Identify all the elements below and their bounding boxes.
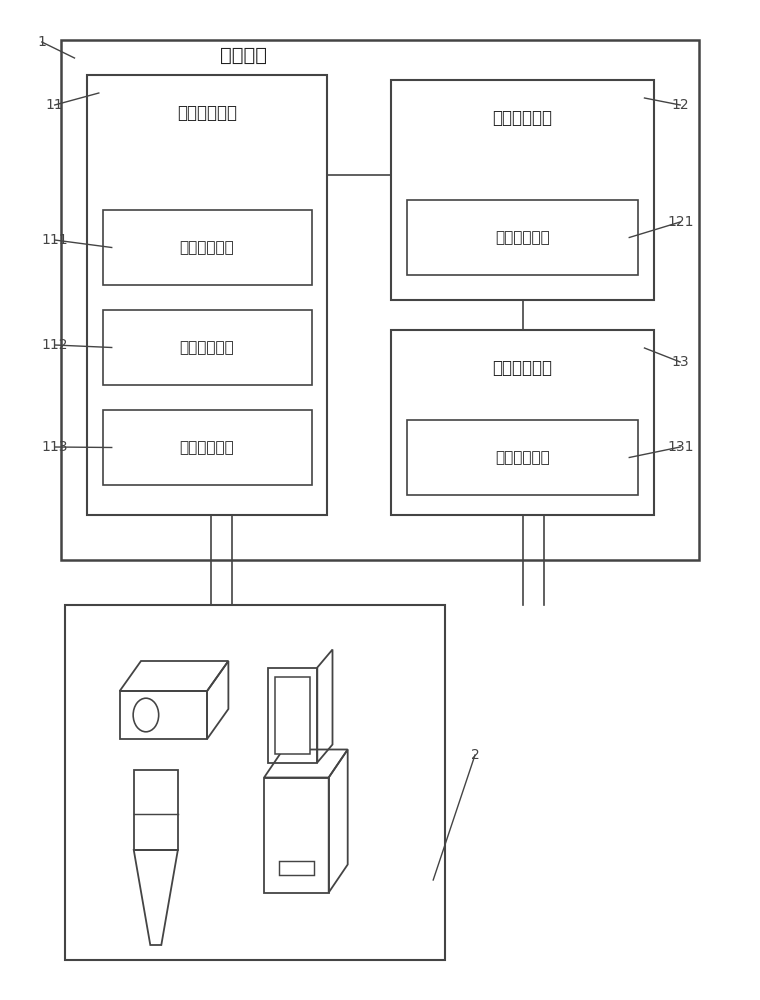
Bar	[275, 676, 310, 754]
Text: 设备操控模块: 设备操控模块	[492, 359, 553, 377]
Bar	[103, 410, 312, 485]
Text: 13: 13	[671, 355, 689, 369]
Text: 113: 113	[42, 440, 68, 454]
Bar	[391, 330, 654, 515]
Bar	[279, 861, 314, 875]
Text: 131: 131	[667, 440, 693, 454]
Text: 1: 1	[37, 35, 46, 49]
Bar	[103, 210, 312, 285]
Bar	[103, 310, 312, 385]
Text: 问题排查模块: 问题排查模块	[492, 109, 553, 127]
Text: 设备操控单元: 设备操控单元	[495, 450, 550, 465]
Text: 12: 12	[671, 98, 689, 112]
Bar	[134, 770, 178, 850]
Text: 数据获取模块: 数据获取模块	[177, 104, 237, 122]
Text: 111: 111	[41, 233, 68, 247]
Text: 第一获取单元: 第一获取单元	[179, 240, 235, 255]
Bar	[87, 75, 327, 515]
Text: 2: 2	[470, 748, 480, 762]
Text: 112: 112	[42, 338, 68, 352]
Text: 问题排查单元: 问题排查单元	[495, 230, 550, 245]
Bar	[61, 40, 699, 560]
Text: 第二获取单元: 第二获取单元	[179, 340, 235, 355]
Text: 第三获取单元: 第三获取单元	[179, 440, 235, 455]
Bar	[407, 200, 638, 275]
Bar	[65, 605, 445, 960]
Text: 处理系统: 处理系统	[220, 45, 267, 64]
Text: 121: 121	[667, 215, 693, 229]
Text: 11: 11	[46, 98, 64, 112]
Bar	[391, 80, 654, 300]
Bar	[407, 420, 638, 495]
